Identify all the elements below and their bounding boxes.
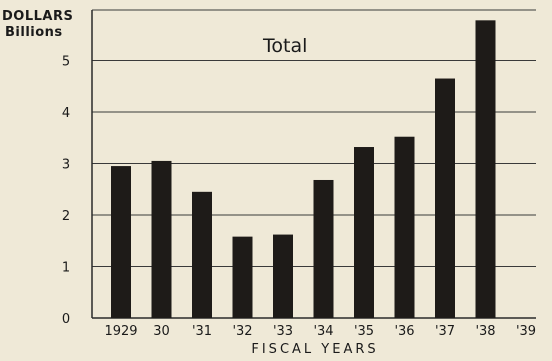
bar-32: [232, 236, 253, 318]
y-tick-label: 0: [62, 312, 70, 327]
bar-36: [394, 136, 415, 318]
y-tick-label: 5: [62, 55, 70, 70]
y-tick-label: 1: [62, 261, 70, 276]
y-tick-labels: 0 1 2 3 4 5: [62, 55, 70, 328]
x-tick-label: 30: [153, 324, 170, 339]
x-tick-label: '32: [232, 324, 252, 339]
chart-title: Total: [262, 35, 307, 57]
x-tick-label: '35: [354, 324, 374, 339]
bar-34: [313, 179, 334, 318]
x-tick-label: '36: [394, 324, 414, 339]
y-tick-label: 2: [62, 209, 70, 224]
bar-38: [475, 20, 496, 319]
x-tick-label: '33: [273, 324, 293, 339]
y-tick-label: 4: [62, 106, 70, 121]
x-tick-label: 1929: [104, 324, 137, 339]
y-axis-label-line2: Billions: [5, 25, 63, 40]
y-tick-label: 3: [62, 158, 70, 173]
bar-31: [192, 191, 212, 318]
bar-35: [354, 147, 374, 318]
x-tick-label: '39: [516, 324, 536, 339]
bar-30: [151, 160, 172, 318]
bar-37: [435, 78, 455, 319]
bars: [111, 20, 496, 319]
bar-33: [273, 234, 293, 318]
x-tick-label: '34: [313, 324, 333, 339]
x-tick-label: '31: [192, 324, 212, 339]
bar-1929: [111, 166, 131, 318]
x-tick-label: '37: [435, 324, 455, 339]
x-tick-labels: 1929 30 '31 '32 '33 '34 '35 '36 '37 '38 '39: [104, 324, 536, 339]
x-axis-label: FISCAL YEARS: [251, 342, 378, 357]
x-tick-label: '38: [475, 324, 495, 339]
y-axis-label-line1: DOLLARS: [2, 9, 73, 24]
